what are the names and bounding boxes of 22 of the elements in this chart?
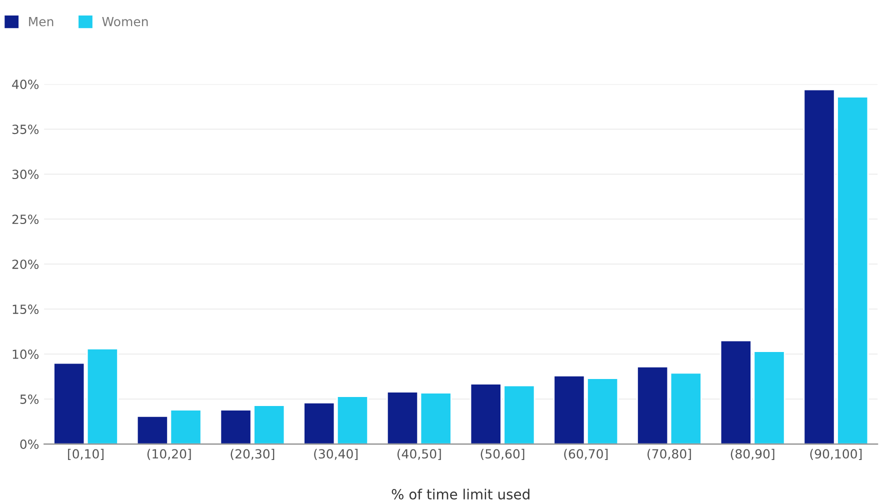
x-tick-label: (10,20] — [147, 448, 191, 460]
legend-label: Men — [29, 17, 54, 26]
x-tick-label: (70,80] — [648, 448, 691, 460]
x-tick-label: (80,90] — [730, 448, 774, 460]
x-tick-label: (20,30] — [230, 448, 274, 460]
x-axis-title: % of time limit used — [392, 488, 530, 500]
y-tick-label: 30% — [12, 170, 39, 180]
x-tick-label: (50,60] — [480, 448, 524, 460]
y-tick-label: 20% — [12, 260, 39, 270]
y-tick-label: 5% — [20, 394, 39, 404]
x-tick-label: [0,10] — [68, 448, 104, 460]
x-tick-label: (90,100] — [810, 448, 862, 460]
y-tick-label: 35% — [12, 124, 39, 134]
y-tick-label: 25% — [12, 214, 39, 224]
y-tick-label: 15% — [12, 304, 39, 314]
y-tick-label: 40% — [12, 80, 39, 90]
y-tick-label: 10% — [12, 350, 39, 359]
y-tick-label: 0% — [20, 439, 39, 449]
x-tick-label: (60,70] — [564, 448, 608, 460]
x-tick-label: (40,50] — [397, 448, 441, 460]
x-tick-label: (30,40] — [314, 448, 358, 460]
legend-label: Women — [102, 17, 148, 26]
